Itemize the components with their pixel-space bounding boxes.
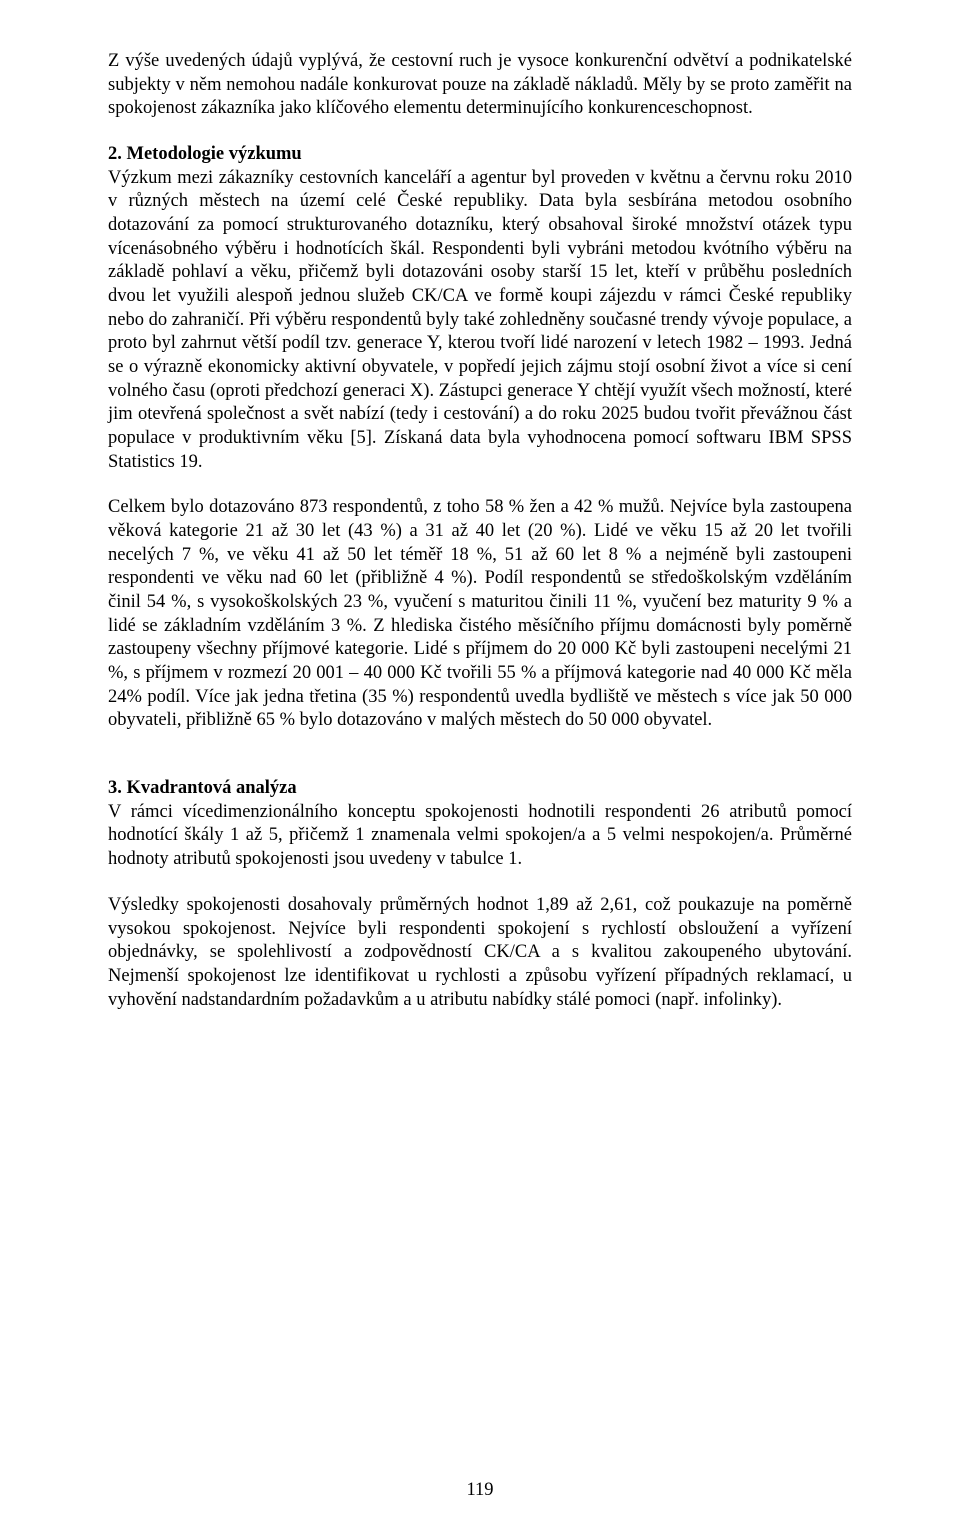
sample-paragraph: Celkem bylo dotazováno 873 respondentů, … [108,496,852,733]
intro-paragraph: Z výše uvedených údajů vyplývá, že cesto… [108,50,852,121]
section-2-body: Výzkum mezi zákazníky cestovních kancelá… [108,167,852,475]
section-3-heading: 3. Kvadrantová analýza [108,777,852,801]
page-number: 119 [466,1479,493,1503]
section-2: 2. Metodologie výzkumu Výzkum mezi zákaz… [108,143,852,474]
section-3-body: V rámci vícedimenzionálního konceptu spo… [108,801,852,872]
results-paragraph: Výsledky spokojenosti dosahovaly průměrn… [108,894,852,1012]
section-3: 3. Kvadrantová analýza V rámci vícedimen… [108,777,852,872]
section-2-heading: 2. Metodologie výzkumu [108,143,852,167]
